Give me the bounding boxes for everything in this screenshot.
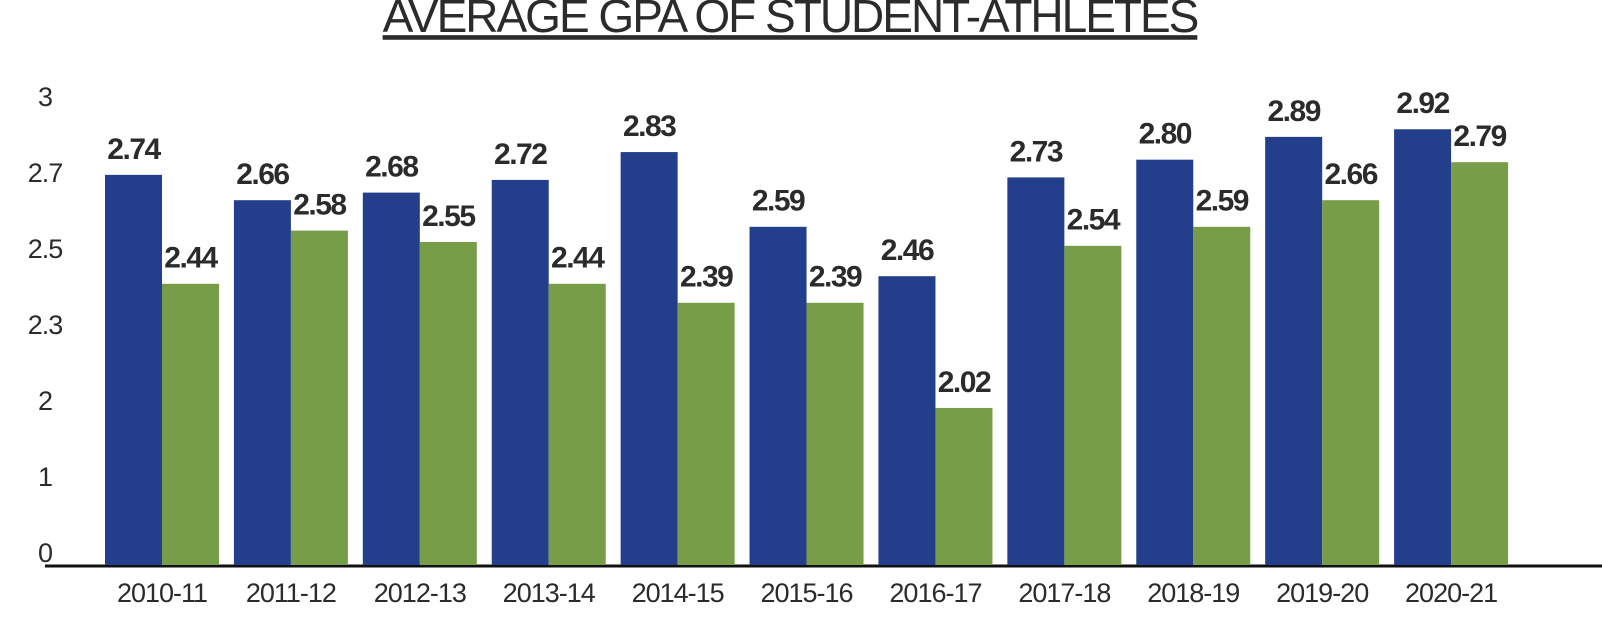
bar xyxy=(233,200,291,565)
y-tick-label: 2.3 xyxy=(28,310,63,340)
value-label: 2.89 xyxy=(1267,95,1320,128)
value-label: 2.83 xyxy=(623,110,676,143)
bar xyxy=(620,152,678,566)
bar xyxy=(749,226,807,566)
value-label: 2.54 xyxy=(1067,204,1121,237)
bar xyxy=(677,302,735,565)
value-label: 2.39 xyxy=(809,261,862,294)
bar xyxy=(1265,136,1323,565)
bar xyxy=(290,230,348,565)
bar xyxy=(491,179,549,565)
x-tick-label: 2011-12 xyxy=(246,578,336,608)
value-label: 2.46 xyxy=(881,234,934,267)
x-tick-label: 2018-19 xyxy=(1147,578,1239,608)
x-tick-label: 2015-16 xyxy=(760,578,852,608)
x-tick-label: 2012-13 xyxy=(374,578,466,608)
value-label: 2.66 xyxy=(236,158,289,191)
value-label: 2.68 xyxy=(365,151,418,184)
bar xyxy=(1394,129,1452,565)
x-tick-label: 2016-17 xyxy=(889,578,981,608)
value-label: 2.74 xyxy=(107,133,161,166)
value-label: 2.66 xyxy=(1324,158,1377,191)
x-tick-label: 2017-18 xyxy=(1018,578,1110,608)
bar xyxy=(162,283,219,565)
value-label: 2.79 xyxy=(1453,120,1506,153)
value-label: 2.58 xyxy=(293,189,346,222)
y-tick-label: 0 xyxy=(38,538,52,568)
bar xyxy=(1193,226,1251,566)
value-label: 2.72 xyxy=(494,138,547,171)
x-tick-label: 2019-20 xyxy=(1276,578,1368,608)
bar xyxy=(935,407,993,565)
x-tick-label: 2014-15 xyxy=(632,578,724,608)
y-tick-label: 1 xyxy=(38,462,52,492)
value-label: 2.55 xyxy=(422,200,475,233)
x-tick-label: 2010-11 xyxy=(117,578,207,608)
bar xyxy=(806,302,864,565)
bar xyxy=(548,283,606,565)
value-label: 2.02 xyxy=(938,366,991,399)
y-tick-label: 2.5 xyxy=(28,234,63,264)
bar xyxy=(1322,200,1380,565)
bar xyxy=(1136,159,1194,565)
x-tick-label: 2013-14 xyxy=(503,578,596,608)
y-tick-label: 2 xyxy=(38,386,52,416)
value-label: 2.92 xyxy=(1396,87,1449,120)
value-label: 2.44 xyxy=(164,242,218,275)
y-tick-label: 2.7 xyxy=(28,158,63,188)
bar xyxy=(1451,162,1509,565)
bar xyxy=(1064,245,1122,566)
chart-title: AVERAGE GPA OF STUDENT-ATHLETES xyxy=(383,0,1198,42)
bar xyxy=(419,242,477,565)
y-tick-label: 3 xyxy=(38,82,52,112)
value-label: 2.59 xyxy=(1196,185,1249,218)
value-label: 2.44 xyxy=(551,242,605,275)
value-label: 2.59 xyxy=(752,185,805,218)
value-label: 2.39 xyxy=(680,261,733,294)
bar xyxy=(1007,177,1065,565)
bar xyxy=(105,174,162,565)
bar xyxy=(878,276,936,565)
x-tick-label: 2020-21 xyxy=(1405,578,1497,608)
value-label: 2.80 xyxy=(1139,118,1192,151)
bar xyxy=(362,192,420,565)
value-label: 2.73 xyxy=(1010,135,1063,168)
